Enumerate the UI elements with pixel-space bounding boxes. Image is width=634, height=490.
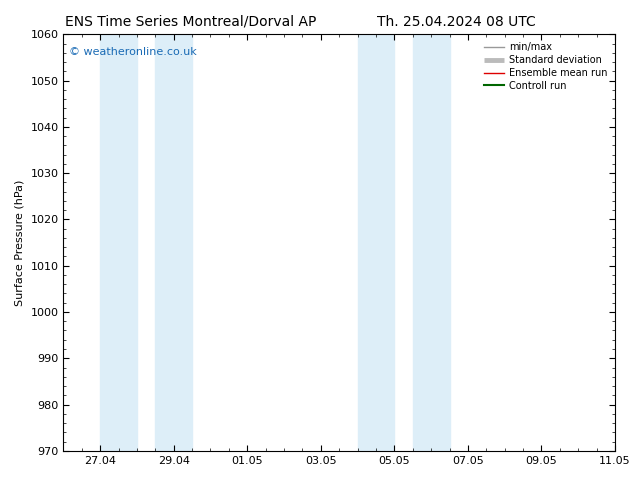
Legend: min/max, Standard deviation, Ensemble mean run, Controll run: min/max, Standard deviation, Ensemble me…	[481, 39, 610, 94]
Text: Th. 25.04.2024 08 UTC: Th. 25.04.2024 08 UTC	[377, 15, 536, 29]
Text: ENS Time Series Montreal/Dorval AP: ENS Time Series Montreal/Dorval AP	[65, 15, 316, 29]
Bar	[358, 34, 394, 451]
Bar	[155, 34, 192, 451]
Bar	[100, 34, 137, 451]
Y-axis label: Surface Pressure (hPa): Surface Pressure (hPa)	[15, 179, 25, 306]
Text: © weatheronline.co.uk: © weatheronline.co.uk	[69, 47, 197, 57]
Bar	[413, 34, 450, 451]
